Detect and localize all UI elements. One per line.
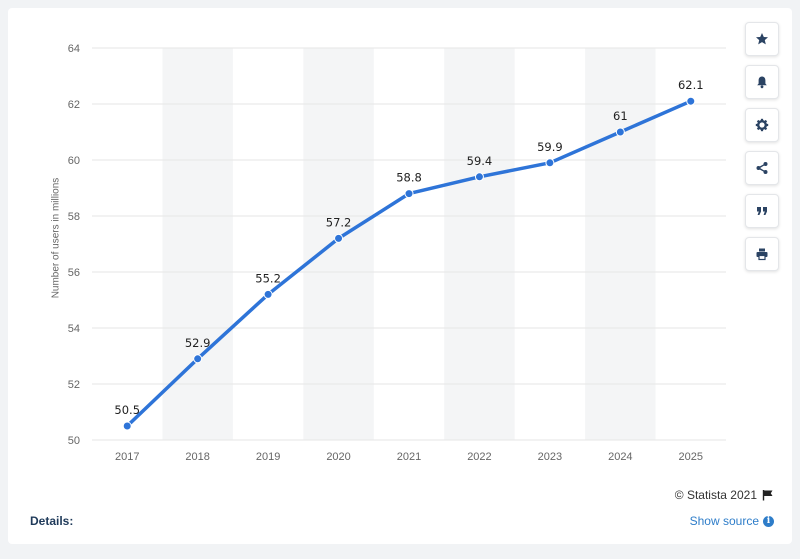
print-icon	[756, 248, 768, 261]
star-icon	[756, 33, 768, 45]
y-tick-label: 54	[68, 323, 80, 335]
details-label: Details:	[30, 514, 74, 528]
print-button[interactable]	[745, 237, 779, 271]
share-button[interactable]	[745, 151, 779, 185]
background-band	[585, 48, 656, 440]
flag-icon[interactable]	[762, 489, 774, 501]
share-icon	[756, 162, 768, 174]
background-band	[303, 48, 374, 440]
data-label: 50.5	[114, 403, 140, 417]
x-tick-label: 2021	[397, 451, 421, 463]
show-source-label: Show source	[689, 514, 759, 528]
y-tick-label: 60	[68, 155, 80, 167]
data-point	[474, 172, 484, 182]
info-icon: i	[763, 515, 774, 527]
y-tick-label: 58	[68, 211, 80, 223]
data-point	[686, 96, 696, 106]
y-tick-label: 64	[68, 43, 80, 55]
bell-icon	[757, 76, 767, 89]
data-point	[404, 189, 414, 199]
data-point	[193, 354, 203, 364]
background-band	[162, 48, 233, 440]
x-tick-label: 2017	[115, 451, 139, 463]
line-chart: 50 52 54 56 58 60 62 64 2017 2018 2019 2020 2021 2022…	[68, 43, 726, 463]
x-tick-label: 2020	[326, 451, 350, 463]
x-tick-label: 2019	[256, 451, 280, 463]
settings-button[interactable]	[745, 108, 779, 142]
notification-button[interactable]	[745, 65, 779, 99]
data-label: 57.2	[326, 215, 352, 229]
y-tick-label: 52	[68, 379, 80, 391]
data-label: 59.4	[467, 154, 493, 168]
data-point	[122, 421, 132, 431]
show-source-link[interactable]: Show source i	[690, 514, 774, 528]
data-label: 58.8	[396, 171, 422, 185]
cite-button[interactable]	[745, 194, 779, 228]
x-tick-label: 2022	[467, 451, 491, 463]
y-tick-label: 50	[68, 435, 80, 447]
background-band	[444, 48, 515, 440]
x-tick-label: 2025	[679, 451, 703, 463]
favorite-button[interactable]	[745, 22, 779, 56]
gear-icon	[755, 118, 769, 132]
x-tick-label: 2023	[538, 451, 562, 463]
y-tick-label: 62	[68, 99, 80, 111]
y-axis-label: Number of users in millions	[50, 177, 62, 299]
data-label: 61	[613, 109, 628, 123]
data-label: 52.9	[185, 336, 211, 350]
chart-card: 50 52 54 56 58 60 62 64 2017 2018 2019 2020 2021 2022…	[8, 8, 792, 544]
y-tick-label: 56	[68, 267, 80, 279]
data-point	[615, 127, 625, 137]
quote-icon	[757, 207, 767, 215]
x-tick-label: 2018	[185, 451, 209, 463]
data-point	[545, 158, 555, 168]
x-tick-label: 2024	[608, 451, 632, 463]
data-label: 62.1	[678, 78, 704, 92]
copyright-notice: © Statista 2021	[675, 488, 774, 502]
data-point	[334, 233, 344, 243]
data-label: 55.2	[255, 271, 281, 285]
data-label: 59.9	[537, 140, 563, 154]
copyright-text: © Statista 2021	[674, 488, 757, 502]
data-point	[263, 289, 273, 299]
chart-toolbar	[745, 22, 779, 280]
